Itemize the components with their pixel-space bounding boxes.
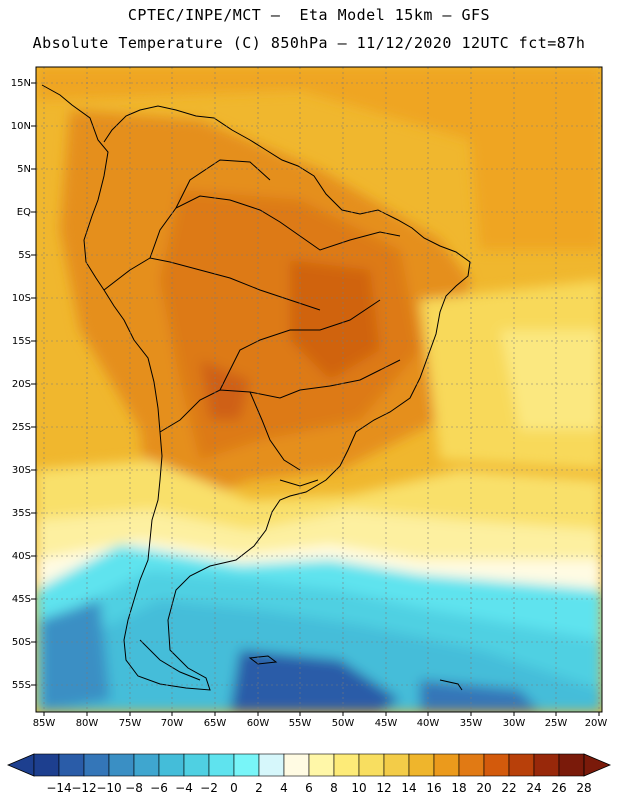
lat-label: 10S [12, 293, 31, 304]
lon-ticks [43, 712, 600, 716]
lat-ticks [31, 82, 36, 686]
legend-label: 8 [330, 781, 338, 795]
lon-label: 65W [204, 718, 227, 729]
temperature-field [36, 67, 602, 712]
legend-label: −10 [96, 781, 121, 795]
legend-swatch [283, 753, 310, 777]
lat-label: 25S [12, 422, 31, 433]
legend-swatch [358, 753, 385, 777]
legend-swatch [133, 753, 160, 777]
legend-label: 20 [476, 781, 491, 795]
map-title: CPTEC/INPE/MCT — Eta Model 15km — GFS [127, 6, 491, 24]
legend-label: 16 [426, 781, 441, 795]
lat-label: 10N [11, 121, 31, 132]
legend-swatch [408, 753, 435, 777]
legend-label: 18 [451, 781, 466, 795]
legend-swatch [308, 753, 335, 777]
lon-label: 60W [247, 718, 270, 729]
legend-label: 2 [255, 781, 263, 795]
legend-swatch [208, 753, 235, 777]
gridlines [36, 67, 602, 712]
legend-label: 22 [501, 781, 516, 795]
lon-axis: 85W 80W 75W 70W 65W 60W 55W 50W 45W 40W … [33, 718, 608, 729]
lat-label: 55S [12, 680, 31, 691]
legend-swatch [108, 753, 135, 777]
legend-label: 24 [526, 781, 541, 795]
legend-swatch [558, 753, 585, 777]
legend-label: −8 [125, 781, 143, 795]
lon-label: 85W [33, 718, 56, 729]
lon-label: 70W [161, 718, 184, 729]
legend-swatch [233, 753, 260, 777]
lat-label: 40S [12, 551, 31, 562]
legend-swatch [508, 753, 535, 777]
legend-label: 12 [376, 781, 391, 795]
lat-label: 5S [18, 250, 31, 261]
lon-label: 30W [503, 718, 526, 729]
lat-label: 35S [12, 508, 31, 519]
legend-swatch [458, 753, 485, 777]
lon-label: 75W [119, 718, 142, 729]
legend-swatch [258, 753, 285, 777]
legend-label: 6 [305, 781, 313, 795]
lat-label: 5N [17, 164, 31, 175]
lat-axis: 15N 10N 5N EQ 5S 10S 15S 20S 25S 30S 35S… [11, 78, 31, 691]
lat-label: 50S [12, 637, 31, 648]
lon-label: 80W [76, 718, 99, 729]
legend-max-arrow [583, 753, 612, 777]
legend-label: −12 [71, 781, 96, 795]
legend-swatch [33, 753, 60, 777]
legend-swatch [433, 753, 460, 777]
map-subtitle: Absolute Temperature (C) 850hPa — 11/12/… [32, 34, 586, 52]
legend-label: −2 [200, 781, 218, 795]
legend-swatch [158, 753, 185, 777]
legend-swatch [533, 753, 560, 777]
legend-label: 26 [551, 781, 566, 795]
lon-label: 20W [585, 718, 608, 729]
lat-label: 20S [12, 379, 31, 390]
legend-swatch [58, 753, 85, 777]
lat-label: 15N [11, 78, 31, 89]
lon-label: 25W [545, 718, 568, 729]
legend-swatch [383, 753, 410, 777]
color-legend: −14 −12 −10 −8 −6 −4 −2 0 2 4 6 8 10 12 14 16 18 20 22 24 26… [6, 753, 612, 795]
temperature-map: 15N 10N 5N EQ 5S 10S 15S 20S 25S 30S 35S… [11, 66, 608, 729]
lon-label: 45W [375, 718, 398, 729]
legend-swatch [483, 753, 510, 777]
legend-label: 14 [401, 781, 416, 795]
legend-label: −14 [46, 781, 71, 795]
lon-label: 40W [417, 718, 440, 729]
legend-label: 4 [280, 781, 288, 795]
legend-label: 10 [351, 781, 366, 795]
legend-labels: −14 −12 −10 −8 −6 −4 −2 0 2 4 6 8 10 12 14 16 18 20 22 24 26… [46, 781, 591, 795]
legend-label: 28 [576, 781, 591, 795]
legend-label: 0 [230, 781, 238, 795]
legend-swatches [33, 753, 585, 777]
legend-min-arrow [6, 753, 35, 777]
lat-label: 30S [12, 465, 31, 476]
legend-label: −4 [175, 781, 193, 795]
legend-swatch [183, 753, 210, 777]
lat-label: EQ [17, 207, 31, 218]
map-frame [35, 66, 603, 713]
lat-label: 15S [12, 336, 31, 347]
lon-label: 55W [289, 718, 312, 729]
legend-swatch [333, 753, 360, 777]
lon-label: 35W [460, 718, 483, 729]
legend-swatch [83, 753, 110, 777]
legend-label: −6 [150, 781, 168, 795]
lon-label: 50W [332, 718, 355, 729]
lat-label: 45S [12, 594, 31, 605]
